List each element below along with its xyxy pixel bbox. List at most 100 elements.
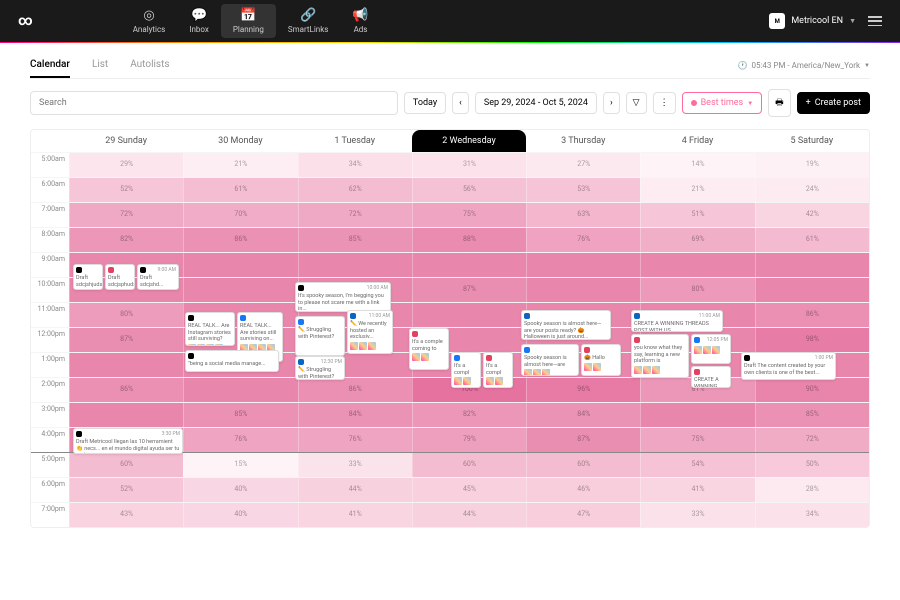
menu-icon[interactable] <box>868 16 882 26</box>
heat-cell[interactable]: 72% <box>298 203 412 227</box>
heat-cell[interactable]: 42% <box>755 203 869 227</box>
heat-cell[interactable]: 87% <box>526 428 640 452</box>
heat-cell[interactable]: 90% <box>755 378 869 402</box>
day-header[interactable]: 2 Wednesday <box>412 130 526 152</box>
heat-cell[interactable]: 24% <box>755 178 869 202</box>
post-card[interactable]: ✏️ Struggling with Pinterest? <box>295 316 345 356</box>
post-card[interactable]: 12:05 PM <box>691 334 731 364</box>
more-button[interactable]: ⋮ <box>653 92 676 114</box>
account-switcher[interactable]: M Metricool EN ▼ <box>769 13 856 29</box>
heat-cell[interactable]: 33% <box>298 453 412 477</box>
heat-cell[interactable]: 54% <box>640 453 754 477</box>
heat-cell[interactable]: 56% <box>412 178 526 202</box>
post-card[interactable]: 1:00 PMDraft The content created by your… <box>741 352 836 380</box>
post-card[interactable]: 12:30 PM✏️ Struggling with Pinterest? <box>295 356 345 380</box>
heat-cell[interactable]: 86% <box>183 228 297 252</box>
heat-cell[interactable]: 51% <box>640 203 754 227</box>
heat-cell[interactable] <box>183 253 297 277</box>
heat-cell[interactable]: 45% <box>412 478 526 502</box>
heat-cell[interactable]: 33% <box>640 503 754 527</box>
heat-cell[interactable]: 31% <box>412 153 526 177</box>
heat-cell[interactable] <box>755 253 869 277</box>
heat-cell[interactable]: 50% <box>755 453 869 477</box>
today-button[interactable]: Today <box>404 92 446 114</box>
heat-cell[interactable]: 53% <box>526 178 640 202</box>
heat-cell[interactable]: 87% <box>69 328 183 352</box>
heat-cell[interactable]: 43% <box>69 503 183 527</box>
day-header[interactable]: 29 Sunday <box>69 130 183 152</box>
heat-cell[interactable]: 75% <box>640 428 754 452</box>
nav-planning[interactable]: 📅Planning <box>221 4 276 38</box>
heat-cell[interactable]: 82% <box>69 228 183 252</box>
heat-cell[interactable]: 29% <box>69 153 183 177</box>
heat-cell[interactable]: 69% <box>640 228 754 252</box>
day-header[interactable]: 30 Monday <box>183 130 297 152</box>
post-card[interactable]: 11:00 AMCREATE A WINNING THREADS POST WI… <box>631 310 723 332</box>
tab-list[interactable]: List <box>92 53 108 78</box>
heat-cell[interactable] <box>640 403 754 427</box>
heat-cell[interactable]: 60% <box>526 453 640 477</box>
post-card[interactable]: 10:00 AMIt's spooky season, I'm begging … <box>295 282 391 312</box>
heat-cell[interactable]: 80% <box>640 278 754 302</box>
heat-cell[interactable]: 85% <box>755 403 869 427</box>
heat-cell[interactable]: 84% <box>526 403 640 427</box>
nav-ads[interactable]: 📢Ads <box>340 4 380 38</box>
heat-cell[interactable]: 41% <box>640 478 754 502</box>
heat-cell[interactable]: 63% <box>526 203 640 227</box>
heat-cell[interactable]: 41% <box>298 503 412 527</box>
heat-cell[interactable]: 76% <box>526 228 640 252</box>
heat-cell[interactable]: 44% <box>412 503 526 527</box>
heat-cell[interactable]: 21% <box>183 153 297 177</box>
post-card[interactable]: CREATE A WINNING... <box>691 366 731 388</box>
post-card[interactable]: Draft sdcjshjudsfji <box>73 264 103 290</box>
heat-cell[interactable]: 34% <box>298 153 412 177</box>
heat-cell[interactable]: 86% <box>755 303 869 327</box>
heat-cell[interactable] <box>183 278 297 302</box>
heat-cell[interactable]: 82% <box>412 403 526 427</box>
heat-cell[interactable]: 85% <box>298 228 412 252</box>
next-button[interactable]: › <box>603 92 620 114</box>
heat-cell[interactable]: 86% <box>298 378 412 402</box>
heat-cell[interactable]: 40% <box>183 503 297 527</box>
heat-cell[interactable]: 70% <box>183 203 297 227</box>
post-card[interactable]: 9:00 AMDraft sdcjshd... <box>137 264 179 290</box>
heat-cell[interactable]: 84% <box>298 403 412 427</box>
post-card[interactable]: "being a social media manage... <box>185 350 279 372</box>
heat-cell[interactable]: 61% <box>183 178 297 202</box>
date-range[interactable]: Sep 29, 2024 - Oct 5, 2024 <box>475 92 597 114</box>
heat-cell[interactable]: 52% <box>69 178 183 202</box>
heat-cell[interactable]: 87% <box>412 278 526 302</box>
heat-cell[interactable]: 86% <box>69 378 183 402</box>
heat-cell[interactable]: 75% <box>412 203 526 227</box>
tab-calendar[interactable]: Calendar <box>30 53 70 78</box>
heat-cell[interactable]: 88% <box>412 228 526 252</box>
heat-cell[interactable]: 76% <box>298 428 412 452</box>
heat-cell[interactable]: 85% <box>183 403 297 427</box>
post-card[interactable]: Draft sdcjsphuds <box>105 264 135 290</box>
heat-cell[interactable]: 79% <box>412 428 526 452</box>
post-card[interactable]: 🎃 Hallo <box>581 344 621 376</box>
heat-cell[interactable]: 34% <box>755 503 869 527</box>
heat-cell[interactable] <box>526 253 640 277</box>
prev-button[interactable]: ‹ <box>452 92 469 114</box>
heat-cell[interactable] <box>412 303 526 327</box>
nav-smartlinks[interactable]: 🔗SmartLinks <box>276 4 341 38</box>
heat-cell[interactable]: 46% <box>526 478 640 502</box>
heat-cell[interactable]: 72% <box>755 428 869 452</box>
filter-button[interactable]: ▽ <box>626 92 647 114</box>
post-card[interactable]: REAL TALK... Are Instagram stories still… <box>185 312 235 346</box>
heat-cell[interactable]: 52% <box>69 478 183 502</box>
heat-cell[interactable] <box>298 253 412 277</box>
post-card[interactable]: It's a comple coming to <box>409 328 449 370</box>
nav-inbox[interactable]: 💬Inbox <box>177 4 221 38</box>
day-header[interactable]: 3 Thursday <box>526 130 640 152</box>
heat-cell[interactable]: 19% <box>755 153 869 177</box>
post-card[interactable]: you know what they say, learning a new p… <box>631 334 689 378</box>
heat-cell[interactable]: 60% <box>69 453 183 477</box>
tab-autolists[interactable]: Autolists <box>130 53 169 78</box>
heat-cell[interactable]: 72% <box>69 203 183 227</box>
logo[interactable]: ∞ <box>18 13 31 29</box>
heat-cell[interactable]: 47% <box>526 503 640 527</box>
heat-cell[interactable]: 61% <box>755 228 869 252</box>
heat-cell[interactable] <box>755 278 869 302</box>
